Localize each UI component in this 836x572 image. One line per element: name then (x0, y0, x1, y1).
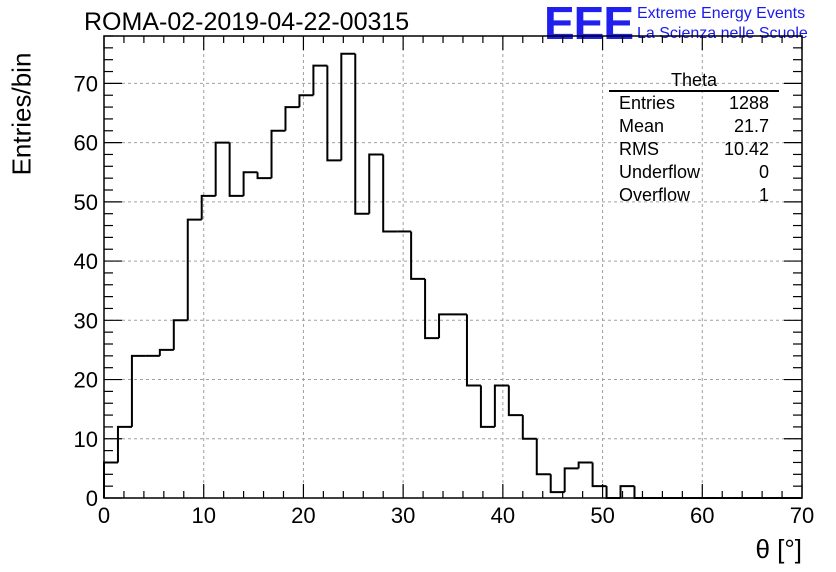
stat-value: 0 (758, 162, 769, 182)
histogram-bin (619, 485, 635, 498)
stat-value: 10.42 (723, 139, 769, 159)
stats-row-entries: Entries 1288 (609, 92, 779, 115)
stats-row-mean: Mean 21.7 (609, 115, 779, 138)
x-tick-label: 40 (491, 503, 515, 528)
histogram-bin (479, 385, 495, 428)
stats-row-overflow: Overflow 1 (609, 184, 779, 207)
y-tick-label: 20 (74, 368, 98, 393)
histogram-bin (158, 348, 174, 356)
y-tick-label: 70 (74, 71, 98, 96)
stats-title: Theta (609, 70, 779, 92)
y-tick-label: 0 (86, 486, 98, 511)
histogram-bin (507, 385, 523, 417)
logo-line-2: La Scienza nelle Scuole (637, 25, 808, 42)
histogram-bin (633, 486, 649, 499)
histogram-bin (521, 415, 537, 440)
histogram-bin (298, 94, 314, 108)
histogram-bin (410, 231, 426, 280)
histogram-bin (186, 218, 202, 321)
x-tick-label: 20 (291, 503, 315, 528)
histogram-bin (200, 194, 216, 220)
y-tick-label: 60 (74, 131, 98, 156)
tick-layer (103, 35, 803, 499)
y-tick-label: 10 (74, 427, 98, 452)
histogram-bin (563, 467, 579, 493)
y-tick-label: 50 (74, 190, 98, 215)
eee-logo: EEE Extreme Energy Events La Scienza nel… (544, 0, 834, 49)
histogram-bin (214, 141, 230, 196)
histogram-bin (130, 354, 146, 427)
x-tick-label: 70 (790, 503, 814, 528)
frame-layer (103, 35, 803, 499)
histogram-bin (493, 384, 509, 427)
y-tick-label: 30 (74, 308, 98, 333)
logo-letters: EEE (544, 0, 634, 49)
histogram-bin (577, 461, 593, 469)
x-tick-label: 30 (391, 503, 415, 528)
histogram-bin (424, 278, 440, 340)
stat-label: Mean (619, 116, 665, 136)
histogram-bin (354, 53, 370, 215)
x-tick-label: 50 (590, 503, 614, 528)
stat-label: Underflow (619, 162, 701, 182)
histogram-bin (605, 486, 621, 499)
stat-value: 1 (758, 185, 769, 205)
stat-label: Entries (619, 93, 676, 113)
histogram-bin (312, 64, 328, 96)
histogram-bin (228, 142, 244, 197)
histogram-bin (242, 171, 258, 196)
histogram-bin (465, 314, 481, 387)
chart-title: ROMA-02-2019-04-22-00315 (84, 8, 410, 36)
x-tick-label: 0 (98, 503, 110, 528)
histogram-bin (256, 172, 272, 180)
plot-frame (103, 35, 803, 499)
histogram-bin (382, 154, 398, 233)
stats-row-underflow: Underflow 0 (609, 161, 779, 184)
histogram-bin (549, 474, 565, 494)
x-axis-label: θ [°] (755, 534, 802, 564)
histogram-bin (172, 319, 188, 350)
histogram-bin (340, 52, 356, 161)
histogram-bin (591, 462, 607, 488)
stats-box: Theta Entries 1288 Mean 21.7 RMS 10.42 U… (609, 70, 779, 207)
x-tick-label: 60 (690, 503, 714, 528)
histogram-bin (116, 425, 132, 463)
histogram-bin (103, 461, 118, 498)
stat-label: RMS (619, 139, 659, 159)
stat-value: 21.7 (733, 116, 769, 136)
stat-label: Overflow (619, 185, 691, 205)
stats-row-rms: RMS 10.42 (609, 138, 779, 161)
histogram-bin (368, 153, 384, 214)
grid-layer (104, 36, 802, 498)
histogram-bin (535, 438, 551, 476)
histogram-bin (284, 106, 300, 131)
stat-value: 1288 (728, 93, 769, 113)
logo-line-1: Extreme Energy Events (637, 5, 806, 22)
histogram-bin (326, 65, 342, 162)
histogram-bin (438, 313, 453, 339)
y-tick-label: 40 (74, 249, 98, 274)
histogram-bin (270, 129, 286, 179)
x-tick-label: 10 (191, 503, 215, 528)
